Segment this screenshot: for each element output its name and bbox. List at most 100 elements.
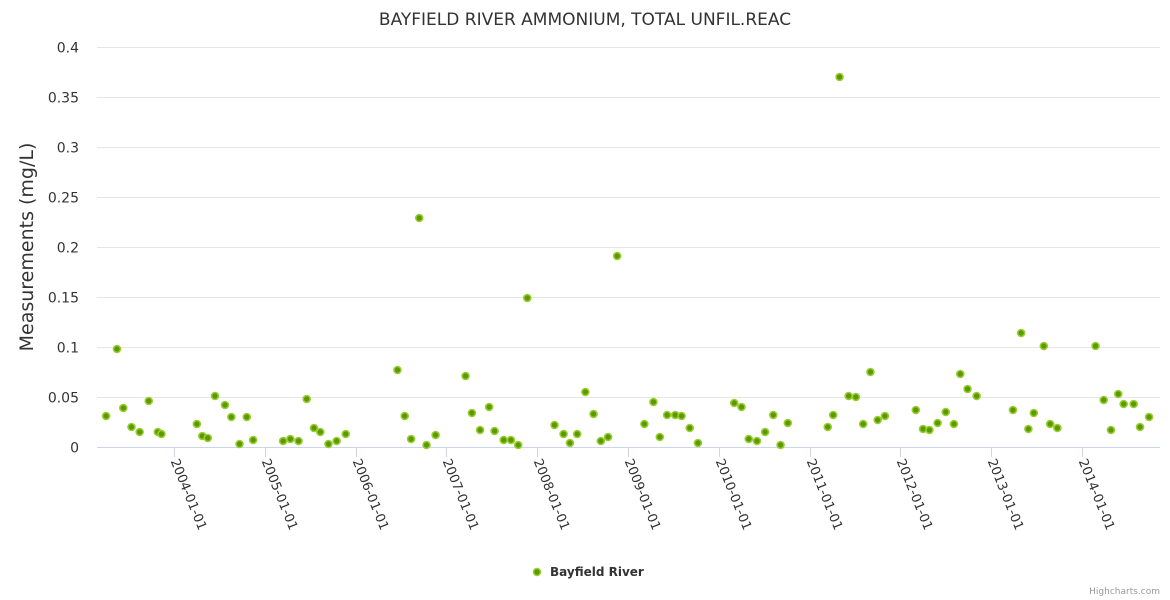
data-point[interactable]: [1045, 419, 1055, 429]
data-point[interactable]: [662, 410, 672, 420]
data-point[interactable]: [941, 407, 951, 417]
data-point[interactable]: [760, 427, 770, 437]
data-point[interactable]: [157, 429, 166, 439]
data-point[interactable]: [933, 418, 942, 428]
data-point[interactable]: [828, 410, 838, 420]
data-point[interactable]: [685, 423, 695, 433]
credits-link[interactable]: Highcharts.com: [1089, 587, 1160, 597]
data-point[interactable]: [119, 403, 128, 413]
data-point[interactable]: [677, 411, 686, 421]
data-point[interactable]: [655, 432, 665, 442]
data-point[interactable]: [949, 419, 959, 429]
data-point[interactable]: [737, 402, 746, 412]
data-point[interactable]: [1053, 423, 1062, 433]
data-point[interactable]: [431, 430, 440, 440]
data-point[interactable]: [866, 367, 875, 377]
data-point[interactable]: [844, 391, 853, 401]
data-point[interactable]: [603, 432, 613, 442]
data-point[interactable]: [1106, 425, 1116, 435]
data-point[interactable]: [744, 434, 754, 444]
data-point[interactable]: [144, 396, 154, 406]
data-point[interactable]: [1144, 412, 1154, 422]
data-point[interactable]: [294, 436, 303, 446]
data-point[interactable]: [572, 429, 582, 439]
data-point[interactable]: [955, 369, 965, 379]
data-point[interactable]: [484, 402, 494, 412]
data-point[interactable]: [768, 410, 778, 420]
data-point[interactable]: [589, 409, 598, 419]
data-point[interactable]: [210, 391, 220, 401]
data-point[interactable]: [783, 418, 793, 428]
data-point[interactable]: [461, 371, 470, 381]
data-point[interactable]: [393, 365, 402, 375]
data-point[interactable]: [729, 398, 739, 408]
data-point[interactable]: [880, 411, 890, 421]
data-point[interactable]: [406, 434, 416, 444]
data-point[interactable]: [341, 429, 351, 439]
data-point[interactable]: [693, 438, 703, 448]
data-point[interactable]: [332, 436, 341, 446]
data-point[interactable]: [1129, 399, 1138, 409]
data-point[interactable]: [302, 394, 311, 404]
data-point[interactable]: [324, 439, 333, 449]
data-point[interactable]: [220, 400, 230, 410]
data-point[interactable]: [559, 429, 568, 439]
data-point[interactable]: [911, 405, 921, 415]
data-point[interactable]: [873, 415, 882, 425]
data-point[interactable]: [227, 412, 236, 422]
data-point[interactable]: [649, 397, 658, 407]
data-point[interactable]: [776, 440, 785, 450]
data-point[interactable]: [565, 438, 575, 448]
data-point[interactable]: [101, 411, 111, 421]
data-point[interactable]: [1029, 408, 1039, 418]
data-point[interactable]: [1024, 424, 1033, 434]
data-point[interactable]: [835, 72, 844, 82]
series-bayfield-river[interactable]: [101, 72, 1154, 450]
data-point[interactable]: [192, 419, 202, 429]
data-point[interactable]: [422, 440, 431, 450]
data-point[interactable]: [242, 412, 252, 422]
data-point[interactable]: [286, 434, 295, 444]
data-point[interactable]: [309, 423, 319, 433]
data-point[interactable]: [1016, 328, 1026, 338]
data-point[interactable]: [414, 213, 424, 223]
data-point[interactable]: [490, 426, 499, 436]
data-point[interactable]: [475, 425, 485, 435]
data-point[interactable]: [963, 384, 972, 394]
data-point[interactable]: [235, 439, 244, 449]
data-point[interactable]: [823, 422, 833, 432]
data-point[interactable]: [550, 420, 559, 430]
data-point[interactable]: [248, 435, 258, 445]
data-point[interactable]: [1099, 395, 1109, 405]
data-point[interactable]: [278, 436, 288, 446]
legend-item-bayfield-river[interactable]: Bayfield River: [532, 565, 644, 579]
data-point[interactable]: [203, 433, 213, 443]
x-tick-label: 2004-01-01: [167, 457, 209, 533]
data-point[interactable]: [851, 392, 861, 402]
data-point[interactable]: [506, 435, 516, 445]
data-point[interactable]: [1135, 422, 1145, 432]
data-point[interactable]: [467, 408, 477, 418]
data-point[interactable]: [1113, 389, 1123, 399]
data-point[interactable]: [316, 427, 325, 437]
data-point[interactable]: [1091, 341, 1100, 351]
data-point[interactable]: [612, 251, 622, 261]
data-point[interactable]: [640, 419, 649, 429]
data-point[interactable]: [135, 427, 144, 437]
data-point[interactable]: [581, 387, 590, 397]
data-point[interactable]: [925, 425, 934, 435]
data-point[interactable]: [127, 422, 136, 432]
data-point[interactable]: [522, 293, 532, 303]
data-point[interactable]: [112, 344, 122, 354]
data-point[interactable]: [972, 391, 981, 401]
data-point[interactable]: [400, 411, 410, 421]
data-point[interactable]: [1039, 341, 1049, 351]
data-point[interactable]: [596, 436, 606, 446]
data-point[interactable]: [858, 419, 868, 429]
data-point[interactable]: [752, 436, 762, 446]
data-point[interactable]: [1008, 405, 1018, 415]
data-point[interactable]: [513, 440, 523, 450]
data-point[interactable]: [1119, 399, 1128, 409]
y-axis-ticks: 0 0.05 0.1 0.15 0.2 0.25 0.3 0.35 0.4: [48, 41, 79, 457]
data-point[interactable]: [499, 435, 508, 445]
